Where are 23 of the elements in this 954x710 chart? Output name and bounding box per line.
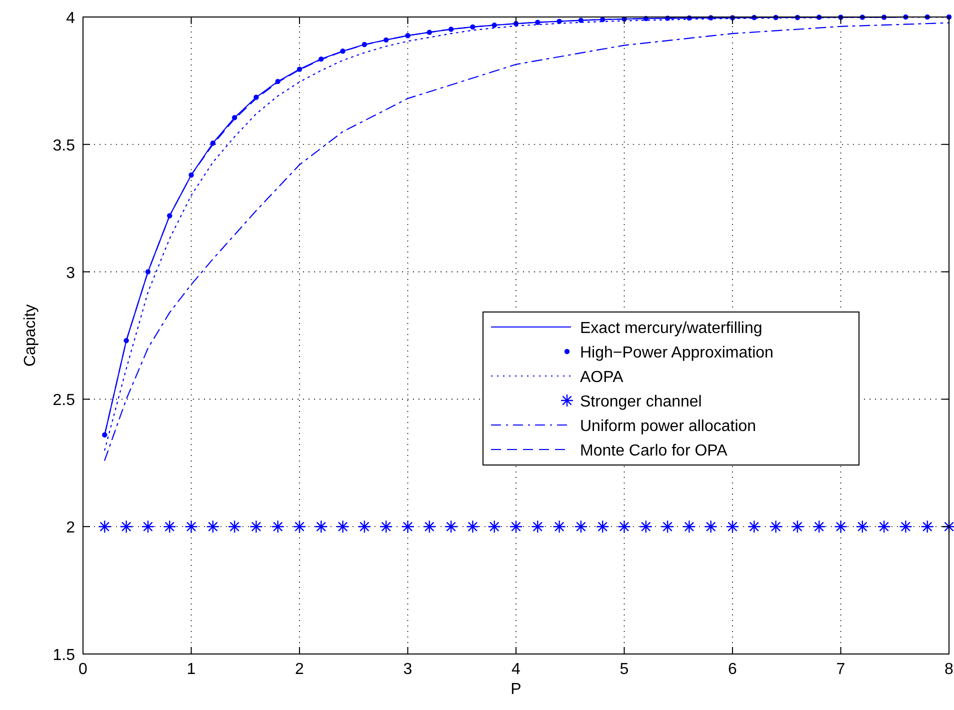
x-tick-label: 2 [295,661,304,678]
x-tick-label: 3 [403,661,412,678]
y-tick-label: 2 [66,520,76,537]
x-tick-label: 6 [728,661,738,678]
y-axis-title: Capacity [22,304,39,367]
x-tick-label: 4 [512,661,521,678]
x-tick-label: 7 [836,661,846,678]
legend-label: Exact mercury/waterfilling [580,320,762,337]
y-tick-label: 3.5 [52,137,76,154]
x-axis-title: P [510,681,522,698]
y-tick-label: 1.5 [52,647,76,664]
legend-label: High−Power Approximation [580,344,774,362]
x-tick-label: 8 [944,661,954,678]
y-tick-label: 2.5 [52,392,76,410]
x-tick-label: 0 [78,661,88,678]
legend-label: Uniform power allocation [580,418,756,435]
y-tick-label: 4 [66,10,76,27]
y-tick-label: 3 [66,264,76,282]
legend-label: Monte Carlo for OPA [580,442,728,460]
x-tick-label: 1 [186,661,196,678]
x-tick-label: 5 [620,661,629,678]
legend-label: AOPA [580,369,624,386]
legend-label: Stronger channel [580,394,702,410]
